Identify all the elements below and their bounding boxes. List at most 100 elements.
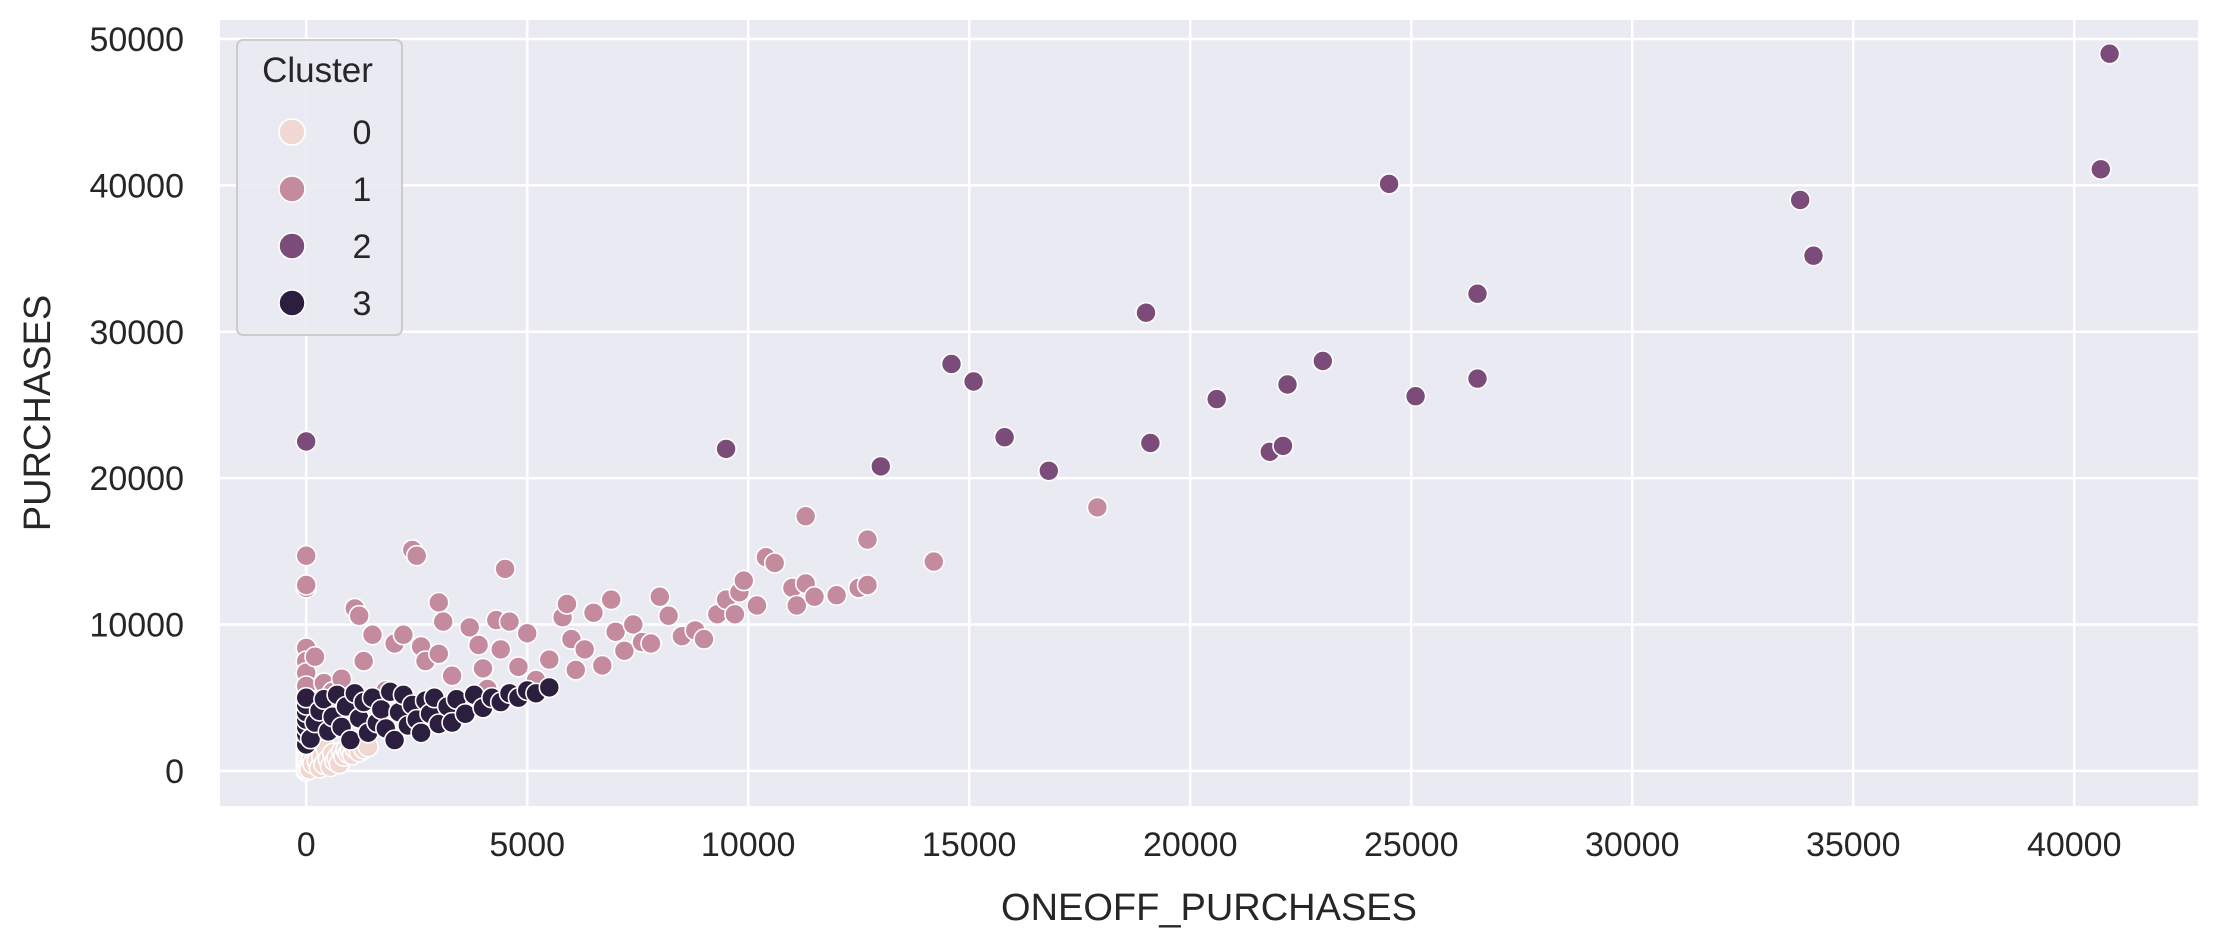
data-point [785,594,808,617]
data-point [993,426,1016,449]
x-tick-label: 40000 [2027,826,2122,864]
data-point [746,594,768,617]
x-axis-label: ONEOFF_PURCHASES [1001,887,1417,929]
data-point [622,613,645,636]
legend-marker [278,289,306,317]
data-point [1378,173,1400,195]
x-tick-label: 5000 [489,826,565,864]
x-tick-labels: 0 5000 10000 15000 20000 25000 30000 35000 40000 [297,826,2122,864]
data-point [405,544,428,567]
data-point [538,676,561,699]
data-point [693,628,715,650]
legend-marker [278,175,306,203]
y-tick-labels: 0 10000 20000 30000 40000 50000 [89,21,184,791]
data-point [600,588,623,611]
data-point [573,638,596,661]
data-point [803,585,826,608]
data-point [458,616,481,639]
data-point [304,645,326,668]
data-point [582,601,605,624]
data-point [1272,435,1294,457]
data-point [2090,158,2112,181]
data-point [507,656,530,678]
data-point [352,650,375,672]
data-point [940,353,963,375]
data-point [591,654,614,677]
data-point [295,544,318,567]
data-point [856,528,879,551]
x-tick-label: 30000 [1585,826,1680,864]
data-point [640,632,662,655]
data-point [295,430,318,453]
data-point [1038,459,1060,482]
data-point [348,604,371,627]
data-point [1466,367,1489,390]
data-point [962,370,985,393]
data-point [657,604,680,627]
data-point [794,505,817,528]
data-point [467,634,490,656]
data-point [564,659,587,681]
series-cluster-2 [295,42,2121,482]
legend-title: Cluster [262,51,373,90]
data-point [498,610,521,633]
data-point [383,729,406,751]
data-point [1086,496,1109,519]
plot-background [220,20,2198,806]
legend-box [236,39,403,336]
data-point [1789,189,1811,211]
data-point [556,593,578,615]
y-axis-label: PURCHASES [17,295,59,532]
x-tick-label: 20000 [1143,826,1238,864]
data-point [922,550,945,573]
x-tick-label: 25000 [1364,826,1459,864]
data-point [1135,301,1157,324]
data-point [825,584,848,607]
data-point [2098,42,2121,65]
y-tick-label: 30000 [89,314,184,352]
legend-label: 1 [353,171,372,209]
data-point [410,721,432,744]
data-point [392,623,415,646]
grid-lines [220,20,2198,806]
y-tick-label: 10000 [89,607,184,645]
data-point [295,574,318,596]
data-point [648,585,671,608]
data-point [732,569,755,592]
data-point [1276,373,1299,396]
x-tick-label: 35000 [1806,826,1901,864]
data-point [494,558,516,580]
y-tick-label: 20000 [89,460,184,498]
y-tick-label: 40000 [89,167,184,205]
data-point [613,639,636,662]
y-tick-label: 50000 [89,21,184,59]
data-point [763,552,786,574]
data-point [1802,244,1825,267]
legend-label: 0 [353,114,372,152]
legend-items: 0 1 2 3 [278,114,372,323]
x-tick-label: 0 [297,826,316,864]
data-point [1404,385,1427,408]
legend: Cluster 0 1 2 3 [236,39,403,336]
data-point [427,642,450,665]
legend-label: 3 [353,285,372,323]
data-point [538,648,561,671]
data-point [441,664,463,687]
x-tick-label: 10000 [701,826,796,864]
data-point [724,603,746,626]
data-point [472,657,494,680]
data-point [1466,282,1489,305]
x-tick-label: 15000 [922,826,1017,864]
data-point [1312,350,1334,372]
data-point [1205,388,1228,410]
data-point [869,455,892,478]
data-point [715,438,737,460]
legend-label: 2 [353,228,372,266]
data-point [432,610,455,633]
data-point [1139,432,1162,454]
series-cluster-3 [295,676,561,756]
data-point [516,622,539,645]
data-points [295,42,2121,782]
data-point [361,623,384,646]
